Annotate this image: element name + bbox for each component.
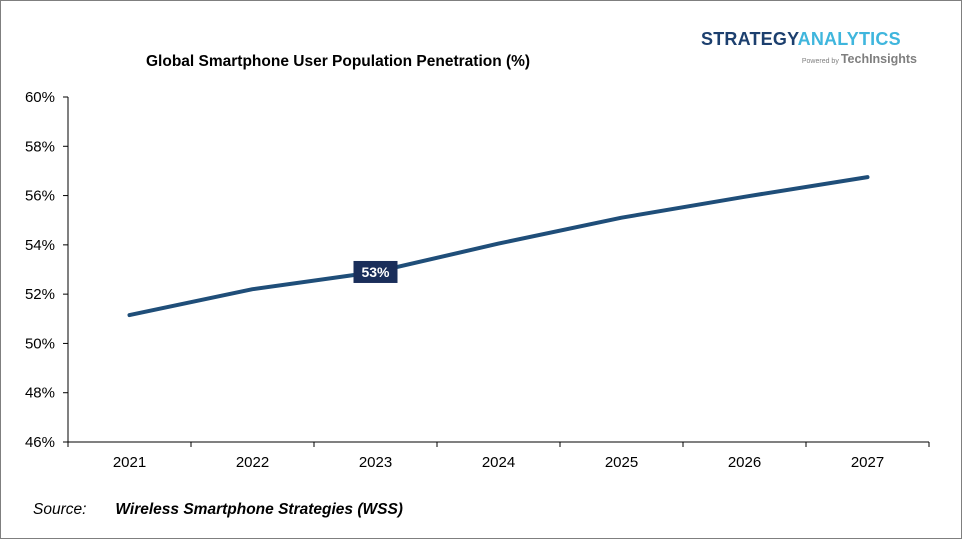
logo-strategy-text: STRATEGY	[701, 29, 798, 49]
x-tick-label: 2024	[482, 454, 515, 471]
logo-powered-text: Powered by	[801, 58, 839, 65]
y-tick-label: 54%	[25, 237, 55, 254]
data-label: 53%	[361, 264, 390, 280]
source-note: Source: Wireless Smartphone Strategies (W…	[33, 501, 403, 519]
y-tick-label: 56%	[25, 188, 55, 205]
strategy-analytics-logo: STRATEGYANALYTICS Powered by TechInsights	[701, 29, 921, 69]
logo-wordmark: STRATEGYANALYTICS	[701, 29, 901, 50]
data-label-box	[353, 260, 398, 283]
y-tick-label: 60%	[25, 89, 55, 106]
logo-powered-by: Powered by TechInsights	[802, 50, 917, 68]
chart-title: Global Smartphone User Population Penetr…	[146, 53, 531, 70]
logo-techinsights-text: TechInsights	[840, 52, 917, 66]
x-tick-label: 2025	[605, 454, 638, 471]
data-point	[743, 195, 746, 199]
source-name: Wireless Smartphone Strategies (WSS)	[115, 501, 403, 518]
x-tick-label: 2023	[359, 454, 392, 471]
source-label: Source:	[33, 501, 87, 518]
x-tick-label: 2026	[728, 454, 761, 471]
y-tick-label: 52%	[25, 286, 55, 303]
series-line	[127, 175, 870, 318]
x-tick-label: 2021	[113, 454, 146, 471]
y-tick-label: 46%	[25, 434, 55, 451]
x-tick-label: 2027	[851, 454, 884, 471]
logo-analytics-text: ANALYTICS	[797, 29, 901, 49]
y-tick-label: 58%	[25, 138, 55, 155]
data-point	[497, 242, 500, 246]
data-point	[866, 175, 869, 179]
data-point	[251, 287, 254, 291]
y-tick-label: 48%	[25, 385, 55, 402]
data-point	[620, 216, 623, 220]
data-point	[128, 313, 131, 317]
x-tick-label: 2022	[236, 454, 269, 471]
y-tick-label: 50%	[25, 335, 55, 352]
